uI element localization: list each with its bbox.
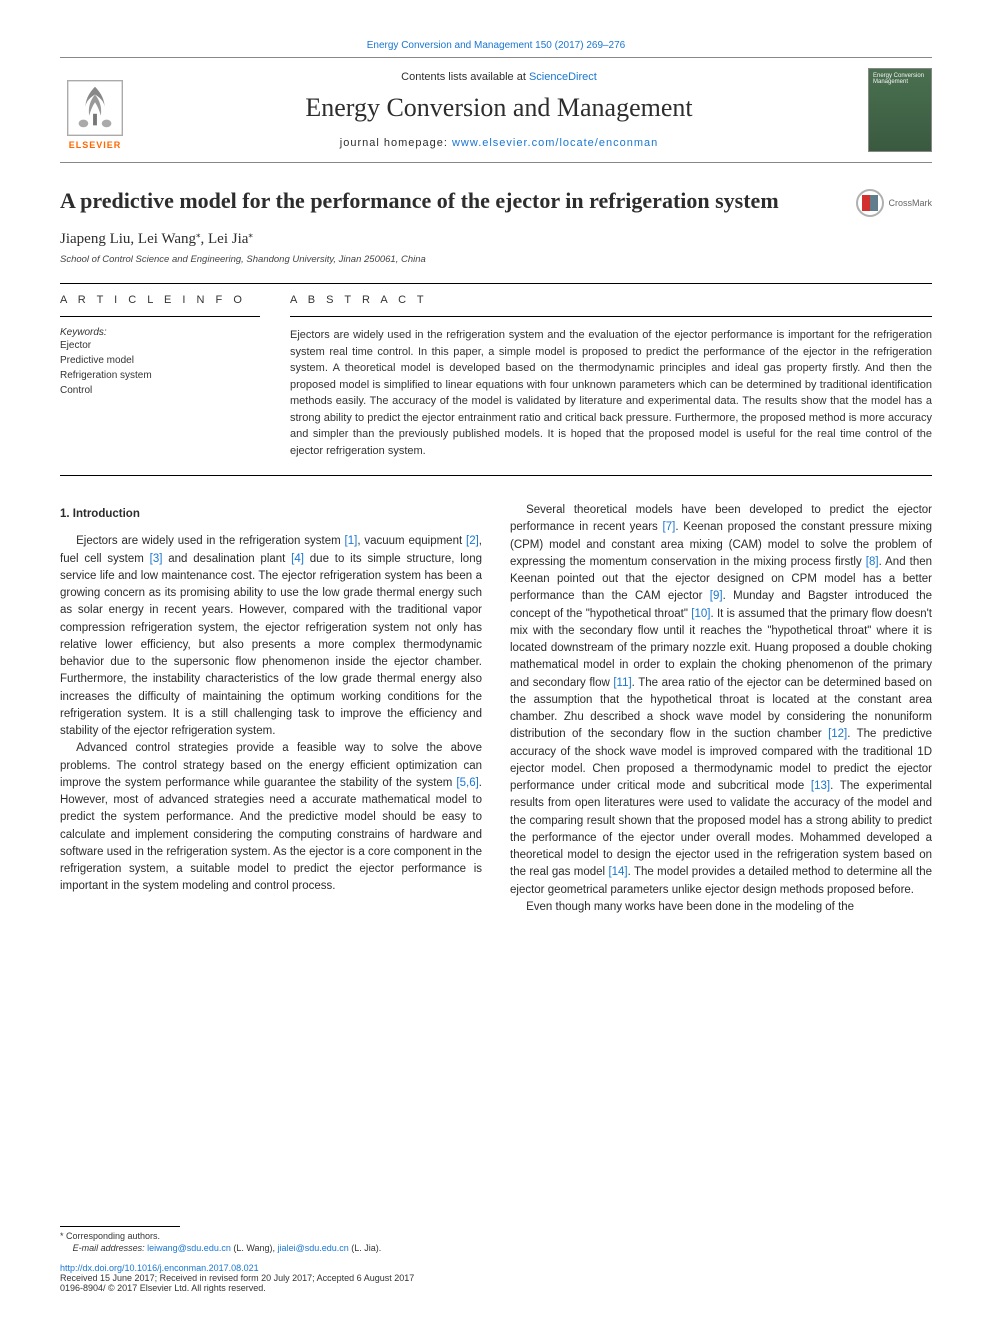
doi-link[interactable]: http://dx.doi.org/10.1016/j.enconman.201… <box>60 1263 932 1273</box>
keywords-label: Keywords: <box>60 327 260 338</box>
paper-title: A predictive model for the performance o… <box>60 187 846 215</box>
journal-name: Energy Conversion and Management <box>130 93 868 123</box>
contents-prefix: Contents lists available at <box>401 71 529 83</box>
article-info-col: A R T I C L E I N F O Keywords: Ejector … <box>60 284 260 475</box>
para-1: Ejectors are widely used in the refriger… <box>60 533 482 740</box>
email-1[interactable]: jialei@sdu.edu.cn <box>278 1243 349 1253</box>
crossmark-label: CrossMark <box>888 198 932 208</box>
title-row: A predictive model for the performance o… <box>60 187 932 217</box>
author-1: Lei Wang <box>138 231 196 247</box>
copyright-line: 0196-8904/ © 2017 Elsevier Ltd. All righ… <box>60 1283 932 1293</box>
crossmark-badge[interactable]: CrossMark <box>856 189 932 217</box>
homepage-line: journal homepage: www.elsevier.com/locat… <box>130 137 868 149</box>
email-0[interactable]: leiwang@sdu.edu.cn <box>147 1243 231 1253</box>
email-label: E-mail addresses: <box>73 1243 145 1253</box>
footer: * Corresponding authors. E-mail addresse… <box>60 1226 932 1293</box>
email-1-who: (L. Jia) <box>351 1243 379 1253</box>
footer-rule <box>60 1226 180 1227</box>
abstract-col: A B S T R A C T Ejectors are widely used… <box>290 284 932 475</box>
elsevier-tree-icon <box>67 80 123 136</box>
para-2: Advanced control strategies provide a fe… <box>60 740 482 895</box>
elsevier-wordmark: ELSEVIER <box>69 140 122 150</box>
keywords-list: Ejector Predictive model Refrigeration s… <box>60 338 260 398</box>
affiliation: School of Control Science and Engineerin… <box>60 254 932 265</box>
email-0-who: (L. Wang) <box>233 1243 272 1253</box>
contents-line: Contents lists available at ScienceDirec… <box>130 71 868 83</box>
email-line: E-mail addresses: leiwang@sdu.edu.cn (L.… <box>60 1243 932 1253</box>
elsevier-logo: ELSEVIER <box>60 70 130 150</box>
info-abstract-block: A R T I C L E I N F O Keywords: Ejector … <box>60 283 932 476</box>
para-4: Even though many works have been done in… <box>510 899 932 916</box>
sciencedirect-link[interactable]: ScienceDirect <box>529 71 597 83</box>
section-1-heading: 1. Introduction <box>60 506 482 523</box>
received-line: Received 15 June 2017; Received in revis… <box>60 1273 932 1283</box>
journal-cover-thumb: Energy Conversion Management <box>868 68 932 152</box>
keyword-0: Ejector <box>60 338 260 353</box>
author-0: Jiapeng Liu <box>60 231 130 247</box>
cover-title: Energy Conversion Management <box>873 73 927 85</box>
body-text: 1. Introduction Ejectors are widely used… <box>60 502 932 916</box>
para-3: Several theoretical models have been dev… <box>510 502 932 899</box>
info-rule <box>60 316 260 317</box>
abstract-heading: A B S T R A C T <box>290 294 932 306</box>
article-info-heading: A R T I C L E I N F O <box>60 294 260 306</box>
homepage-prefix: journal homepage: <box>340 137 452 149</box>
corresponding-note: * Corresponding authors. <box>60 1231 932 1241</box>
abstract-text: Ejectors are widely used in the refriger… <box>290 327 932 459</box>
homepage-link[interactable]: www.elsevier.com/locate/enconman <box>452 137 658 149</box>
crossmark-icon <box>856 189 884 217</box>
header-center: Contents lists available at ScienceDirec… <box>130 71 868 149</box>
keyword-3: Control <box>60 383 260 398</box>
running-head: Energy Conversion and Management 150 (20… <box>60 40 932 51</box>
corr-mark-1: ⁎ <box>196 229 201 239</box>
journal-header: ELSEVIER Contents lists available at Sci… <box>60 57 932 163</box>
authors: Jiapeng Liu, Lei Wang⁎, Lei Jia⁎ <box>60 229 932 248</box>
corr-mark-2: ⁎ <box>248 229 253 239</box>
abstract-rule <box>290 316 932 317</box>
keyword-2: Refrigeration system <box>60 368 260 383</box>
keyword-1: Predictive model <box>60 353 260 368</box>
author-2: Lei Jia <box>208 231 248 247</box>
